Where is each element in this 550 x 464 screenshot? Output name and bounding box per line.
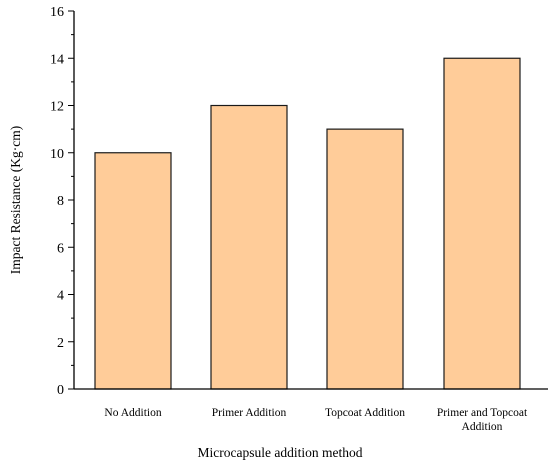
y-tick-label: 8 — [57, 194, 64, 209]
x-category-label: Addition — [462, 421, 503, 433]
x-axis-title: Microcapsule addition method — [198, 445, 363, 460]
y-tick-label: 16 — [50, 5, 64, 20]
y-tick-label: 12 — [50, 100, 64, 115]
bar-2 — [210, 104, 288, 390]
y-tick-label: 0 — [57, 383, 64, 398]
x-category-label: No Addition — [104, 407, 161, 419]
y-tick-label: 10 — [50, 147, 64, 162]
x-axis-category-labels: No Addition Primer Addition Topcoat Additi… — [104, 407, 528, 433]
bar-4 — [443, 57, 521, 390]
y-axis-title: Impact Resistance (Kg·cm) — [8, 126, 23, 274]
y-tick-label: 6 — [57, 241, 64, 256]
x-category-label: Topcoat Addition — [325, 407, 405, 419]
bar-3 — [326, 128, 404, 390]
bar-1 — [94, 152, 172, 390]
y-tick-label: 2 — [57, 336, 64, 351]
x-category-label: Primer and Topcoat — [437, 407, 528, 419]
y-tick-label: 4 — [57, 289, 64, 304]
y-tick-label: 14 — [50, 52, 64, 67]
y-axis-ticks: 0 2 4 6 8 10 12 14 16 — [50, 5, 74, 398]
bars-group — [94, 57, 521, 390]
x-category-label: Primer Addition — [212, 407, 287, 419]
